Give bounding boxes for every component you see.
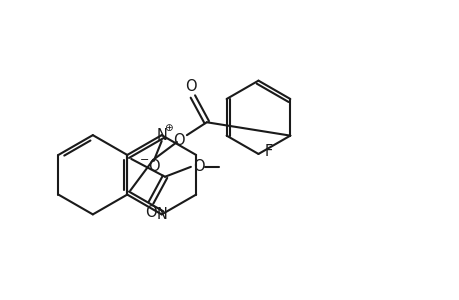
Text: O: O (193, 159, 204, 174)
Text: O: O (148, 159, 159, 174)
Text: N: N (156, 207, 167, 222)
Text: −: − (140, 155, 149, 165)
Text: F: F (264, 145, 272, 160)
Text: ⊕: ⊕ (164, 123, 173, 133)
Text: O: O (173, 133, 185, 148)
Text: O: O (145, 205, 157, 220)
Text: O: O (185, 79, 196, 94)
Text: N: N (156, 128, 167, 142)
